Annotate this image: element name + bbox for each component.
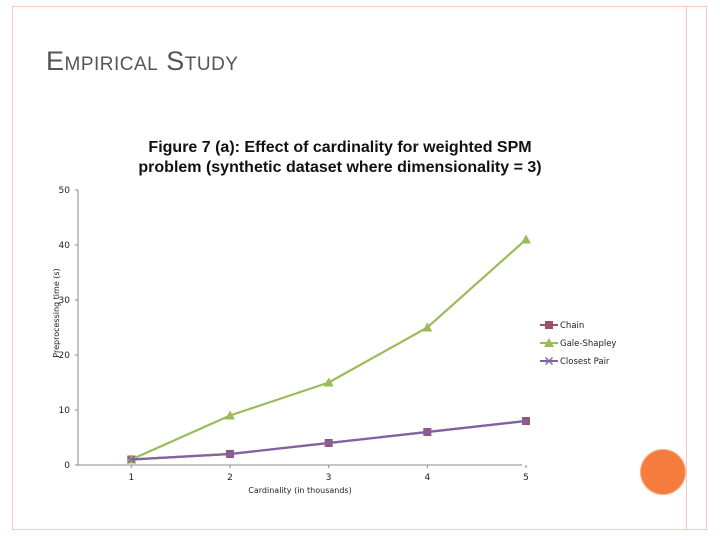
legend-swatch-marker: [544, 338, 554, 347]
data-point: [324, 439, 333, 447]
legend-label: Closest Pair: [560, 357, 610, 367]
x-axis-label: Cardinality (in thousands): [248, 486, 351, 495]
chart-title-line-2: problem (synthetic dataset where dimensi…: [138, 159, 541, 176]
data-point: [422, 322, 433, 332]
x-marker-stroke: [324, 439, 333, 447]
y-tick-label: 30: [59, 296, 71, 306]
x-marker-stroke: [423, 428, 432, 436]
x-marker-stroke: [127, 455, 136, 464]
x-tick-label: 2: [227, 473, 233, 483]
slide-side-band: [686, 6, 707, 530]
y-axis-label: Preprocessing time (s): [52, 268, 61, 357]
chart-title-line-1: Figure 7 (a): Effect of cardinality for …: [148, 139, 531, 156]
legend-item: Closest Pair: [540, 357, 610, 367]
decorative-circle: [640, 449, 686, 495]
legend-label: Gale-Shapley: [560, 339, 616, 349]
legend-label: Chain: [560, 321, 584, 331]
x-marker-stroke: [226, 450, 234, 458]
slide-title: Empirical Study: [46, 46, 239, 76]
legend-swatch-marker: [545, 357, 553, 365]
series-closest-pair: [127, 417, 530, 464]
x-tick-label: 4: [424, 473, 430, 483]
y-tick-label: 20: [59, 351, 71, 361]
x-tick-label: 5: [523, 473, 529, 483]
legend-item: Chain: [540, 321, 584, 331]
data-point: [323, 377, 334, 387]
y-tick-label: 0: [64, 461, 70, 471]
y-tick-label: 50: [59, 186, 71, 196]
y-tick-label: 10: [59, 406, 71, 416]
data-point: [521, 234, 531, 244]
legend-swatch-marker: [545, 321, 553, 329]
x-tick-label: 3: [326, 473, 332, 483]
data-point: [423, 428, 432, 436]
data-point: [226, 450, 234, 458]
legend-item: Gale-Shapley: [540, 338, 616, 349]
x-marker-stroke: [522, 417, 530, 425]
data-point: [522, 417, 530, 425]
data-point: [225, 410, 235, 420]
data-point: [127, 455, 136, 464]
x-marker-stroke: [545, 357, 553, 365]
series-gale-shapley: [126, 234, 531, 464]
y-tick-label: 40: [59, 241, 71, 251]
x-tick-label: 1: [128, 473, 134, 483]
